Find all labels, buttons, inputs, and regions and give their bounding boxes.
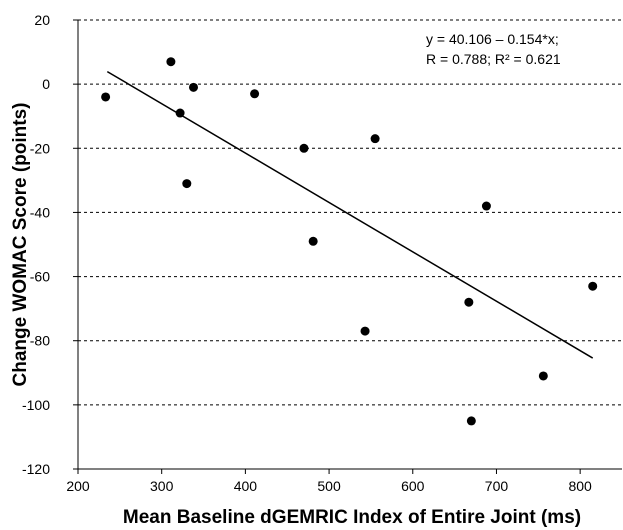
y-tick-label-0: 0	[42, 76, 50, 92]
equation-line-1: y = 40.106 – 0.154*x;	[426, 31, 559, 47]
y-tick-label--80: -80	[30, 333, 50, 349]
x-tick-labels: 200 300 400 500 600 700 800	[66, 469, 592, 494]
data-point-4	[182, 179, 192, 189]
data-point-6	[250, 89, 260, 99]
y-tick-label--120: -120	[22, 461, 50, 477]
axes	[77, 20, 622, 470]
trendline-group	[106, 70, 594, 359]
x-tick-label-300: 300	[150, 478, 174, 494]
data-points	[101, 57, 598, 426]
x-tick-label-800: 800	[568, 478, 592, 494]
grid-lines	[78, 19, 622, 406]
data-point-12	[466, 416, 476, 426]
y-axis-title: Change WOMAC Score (points)	[10, 103, 31, 387]
data-point-1	[101, 92, 111, 102]
data-point-15	[588, 281, 598, 291]
data-point-11	[464, 297, 474, 307]
x-tick-label-400: 400	[234, 478, 258, 494]
data-point-7	[299, 143, 309, 153]
y-tick-label--20: -20	[30, 140, 50, 156]
x-axis-title: Mean Baseline dGEMRIC Index of Entire Jo…	[123, 507, 581, 528]
y-tick-label--60: -60	[30, 269, 50, 285]
data-point-5	[188, 82, 198, 92]
y-tick-label--100: -100	[22, 397, 50, 413]
data-point-9	[360, 326, 370, 336]
x-tick-label-600: 600	[401, 478, 425, 494]
data-point-13	[481, 201, 491, 211]
x-tick-label-200: 200	[66, 478, 90, 494]
trendline	[106, 70, 594, 359]
data-point-3	[175, 108, 185, 118]
data-point-8	[308, 236, 318, 246]
x-tick-label-500: 500	[317, 478, 341, 494]
equation-line-2: R = 0.788; R² = 0.621	[426, 51, 561, 67]
data-point-10	[370, 134, 380, 144]
data-point-14	[538, 371, 548, 381]
y-tick-labels: -120 -100 -80 -60 -40 -20 0 20	[22, 12, 78, 477]
y-tick-label-20: 20	[34, 12, 50, 28]
data-point-2	[166, 57, 176, 67]
x-tick-label-700: 700	[485, 478, 509, 494]
y-tick-label--40: -40	[30, 204, 50, 220]
